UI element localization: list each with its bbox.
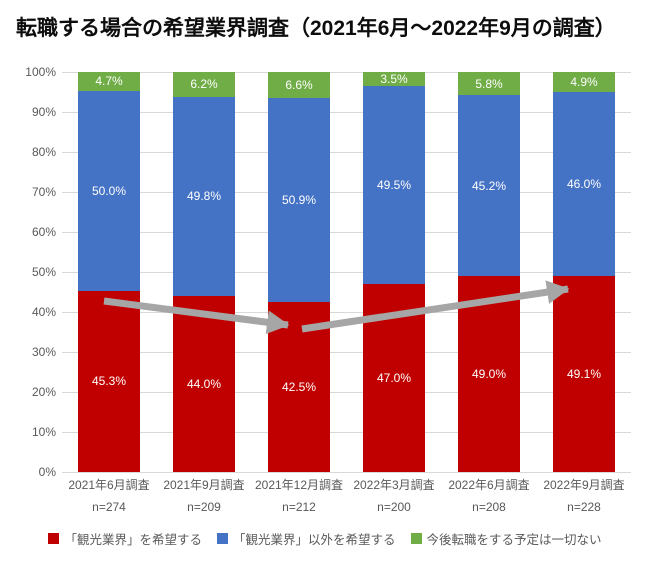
bar-value-label: 4.7% [95, 74, 123, 89]
bar-segment [268, 72, 330, 99]
bar-value-label: 47.0% [376, 371, 412, 385]
bar-value-label: 45.3% [91, 374, 127, 389]
bar-value-label: 49.8% [186, 189, 222, 204]
y-axis-tick: 20% [31, 385, 56, 399]
bar-segment [173, 72, 235, 97]
gridline [62, 271, 631, 273]
legend-item: 「観光業界」を希望する [48, 529, 202, 548]
gridline [62, 111, 631, 113]
legend-swatch [48, 533, 60, 544]
chart-legend: 「観光業界」を希望する 「観光業界」以外を希望する 今後転職をする予定は一切ない [0, 529, 650, 548]
y-axis-tick: 70% [31, 185, 56, 199]
bar-segment [553, 72, 615, 92]
bar-segment [173, 96, 235, 296]
bar-value-label: 44.0% [186, 377, 222, 391]
legend-label: 今後転職をする予定は一切ない [426, 533, 602, 547]
y-axis-tick: 40% [31, 305, 56, 319]
sample-size-label: n=212 [282, 500, 316, 514]
y-axis-tick: 90% [31, 105, 56, 119]
bar-value-label: 49.1% [566, 366, 602, 381]
gridline [62, 431, 631, 433]
x-axis-label: 2021年9月調査 [163, 478, 245, 492]
bar-value-label: 3.5% [380, 72, 408, 86]
y-axis-tick: 60% [31, 225, 56, 239]
y-axis-tick: 30% [31, 345, 56, 359]
trend-arrow [301, 280, 570, 333]
chart-title: 転職する場合の希望業界調査（2021年6月～2022年9月の調査） [16, 17, 616, 40]
bar-value-label: 46.0% [566, 176, 602, 191]
legend-item: 今後転職をする予定は一切ない [410, 529, 602, 548]
gridline [62, 191, 631, 193]
x-axis-label: 2021年12月調査 [254, 478, 344, 492]
bar-value-label: 4.9% [570, 74, 598, 89]
x-axis-label: 2021年6月調査 [68, 478, 150, 492]
gridline [62, 311, 631, 313]
y-axis-tick: 0% [38, 465, 56, 479]
gridline [62, 471, 631, 473]
bar-segment [458, 72, 520, 96]
y-axis-tick: 100% [25, 65, 56, 79]
y-axis-tick: 10% [31, 425, 56, 439]
bar-segment [458, 95, 520, 276]
x-axis-label: 2022年3月調査 [353, 478, 435, 492]
bar-segment [363, 86, 425, 284]
bar-value-label: 42.5% [281, 380, 317, 394]
bar-value-label: 5.8% [475, 76, 503, 91]
bar-segment [78, 90, 140, 291]
gridline [62, 71, 631, 73]
bar-segment [363, 72, 425, 86]
legend-label: 「観光業界」を希望する [64, 533, 202, 547]
gridline [62, 351, 631, 353]
sample-size-label: n=208 [472, 500, 506, 514]
bar-segment [553, 91, 615, 276]
sample-size-label: n=274 [92, 500, 126, 514]
y-axis-tick: 80% [31, 145, 56, 159]
bar-value-label: 49.0% [471, 367, 507, 381]
bar-value-label: 50.9% [281, 193, 317, 208]
gridline [62, 231, 631, 233]
x-axis-label: 2022年9月調査 [543, 478, 625, 492]
bar-value-label: 6.2% [190, 77, 218, 92]
legend-item: 「観光業界」以外を希望する [216, 529, 396, 548]
legend-label: 「観光業界」以外を希望する [232, 533, 396, 547]
sample-size-label: n=200 [377, 500, 411, 514]
sample-size-label: n=209 [187, 500, 221, 514]
sample-size-label: n=228 [567, 500, 601, 514]
bar-segment [78, 72, 140, 91]
bar-value-label: 6.6% [285, 78, 313, 93]
bar-value-label: 50.0% [91, 183, 127, 198]
y-axis-tick: 50% [31, 265, 56, 279]
legend-swatch [216, 533, 228, 544]
bar-value-label: 49.5% [376, 178, 412, 192]
gridline [62, 151, 631, 153]
x-axis-label: 2022年6月調査 [448, 478, 530, 492]
bar-segment [268, 98, 330, 302]
legend-swatch [410, 533, 422, 544]
bar-value-label: 45.2% [471, 178, 507, 193]
gridline [62, 391, 631, 393]
